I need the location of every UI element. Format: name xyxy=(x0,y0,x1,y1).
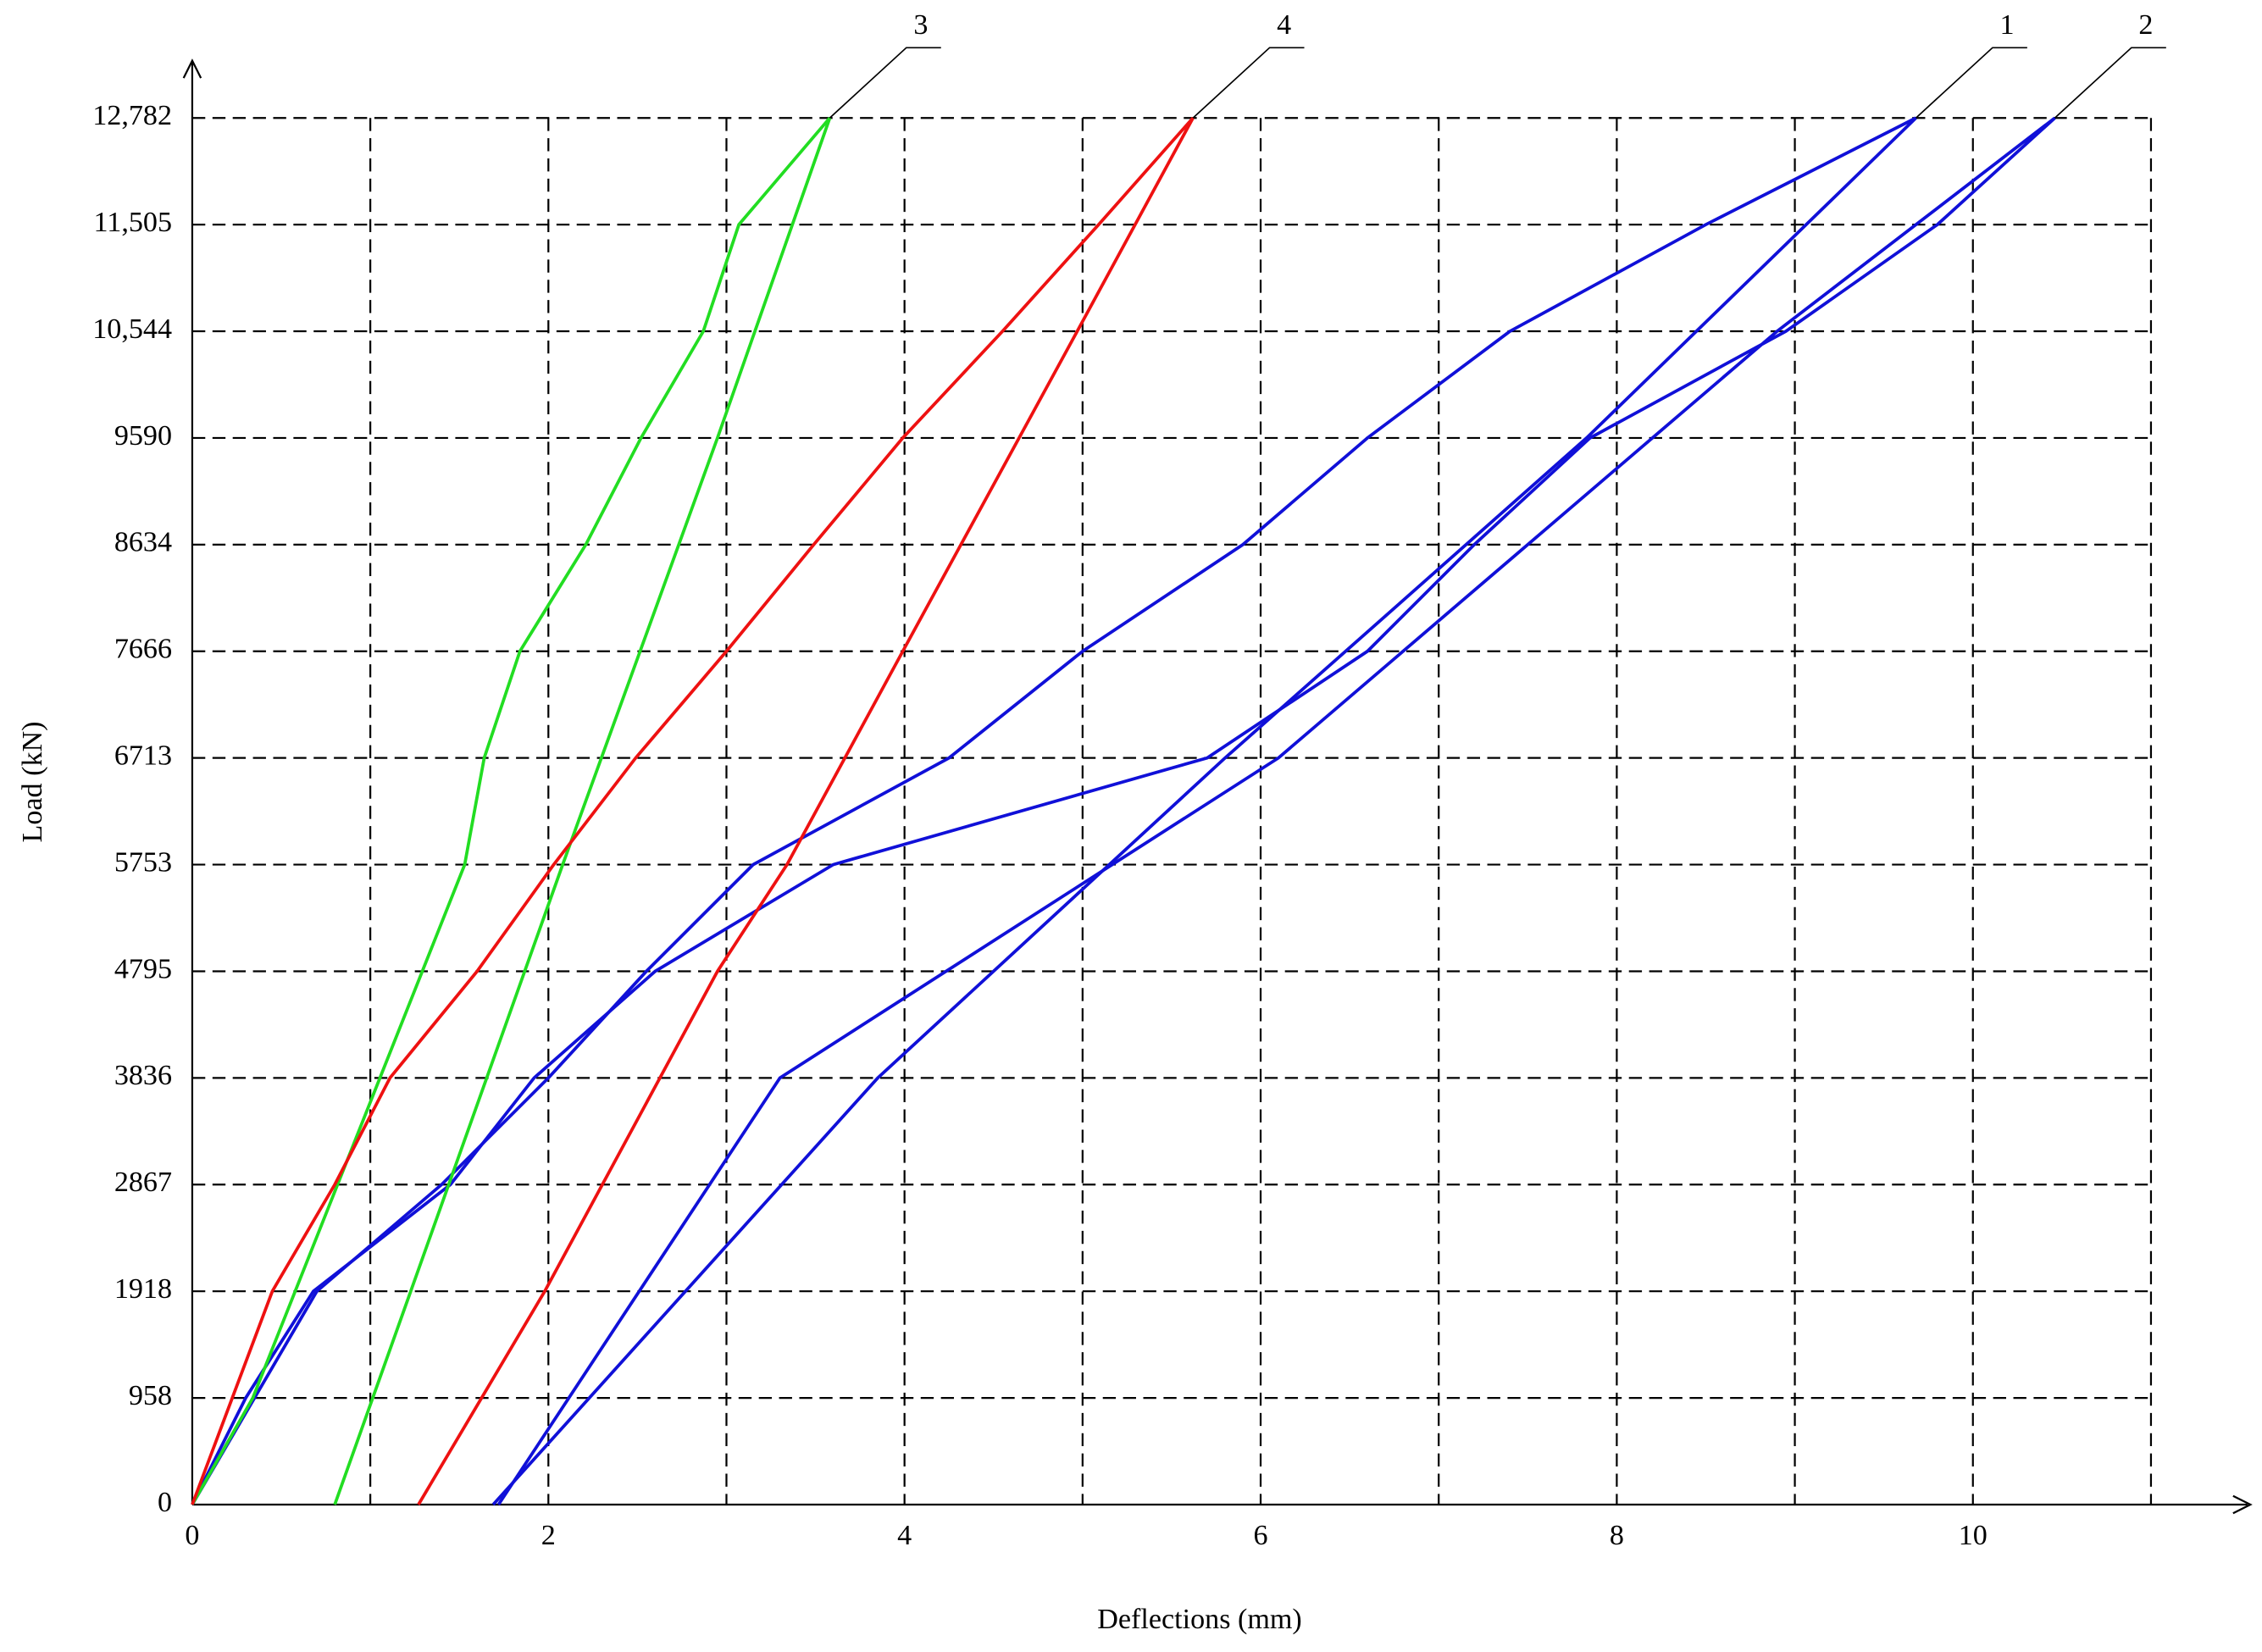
y-axis-arrow xyxy=(182,58,202,79)
x-tick-label: 4 xyxy=(897,1520,912,1551)
x-axis-arrow xyxy=(2232,1494,2253,1515)
x-tick-label: 8 xyxy=(1610,1520,1624,1551)
x-tick-label: 2 xyxy=(541,1520,556,1551)
y-tick-label: 5753 xyxy=(114,846,172,878)
y-tick-label: 6713 xyxy=(114,740,172,771)
y-tick-label: 0 xyxy=(158,1487,172,1518)
series-label: 2 xyxy=(2138,9,2153,41)
series-line xyxy=(191,116,832,1505)
x-tick-label: 10 xyxy=(1959,1520,1988,1551)
y-tick-label: 10,544 xyxy=(92,313,172,345)
y-tick-label: 9590 xyxy=(114,420,172,452)
y-tick-label: 11,505 xyxy=(93,207,172,238)
series-label: 1 xyxy=(1999,9,2014,41)
y-tick-label: 12,782 xyxy=(92,100,172,131)
series-line xyxy=(191,116,1195,1505)
series-label: 4 xyxy=(1277,9,1291,41)
y-tick-label: 2867 xyxy=(114,1167,172,1198)
series-line xyxy=(191,116,2056,1506)
y-tick-label: 7666 xyxy=(114,634,172,665)
y-axis-title: Load (kN) xyxy=(17,721,48,842)
series-label: 3 xyxy=(913,9,928,41)
series-line xyxy=(191,116,1917,1506)
label-leader xyxy=(829,47,941,119)
x-axis-title: Deflections (mm) xyxy=(1097,1604,1302,1635)
y-tick-label: 8634 xyxy=(114,527,172,558)
label-leader xyxy=(1192,47,1305,119)
x-tick-label: 0 xyxy=(185,1520,199,1551)
y-tick-label: 3836 xyxy=(114,1060,172,1091)
y-tick-label: 958 xyxy=(129,1380,172,1411)
label-leader xyxy=(1915,47,2027,119)
y-tick-label: 4795 xyxy=(114,953,172,984)
label-leader xyxy=(2054,47,2166,119)
x-tick-label: 6 xyxy=(1254,1520,1268,1551)
y-tick-label: 1918 xyxy=(114,1273,172,1305)
